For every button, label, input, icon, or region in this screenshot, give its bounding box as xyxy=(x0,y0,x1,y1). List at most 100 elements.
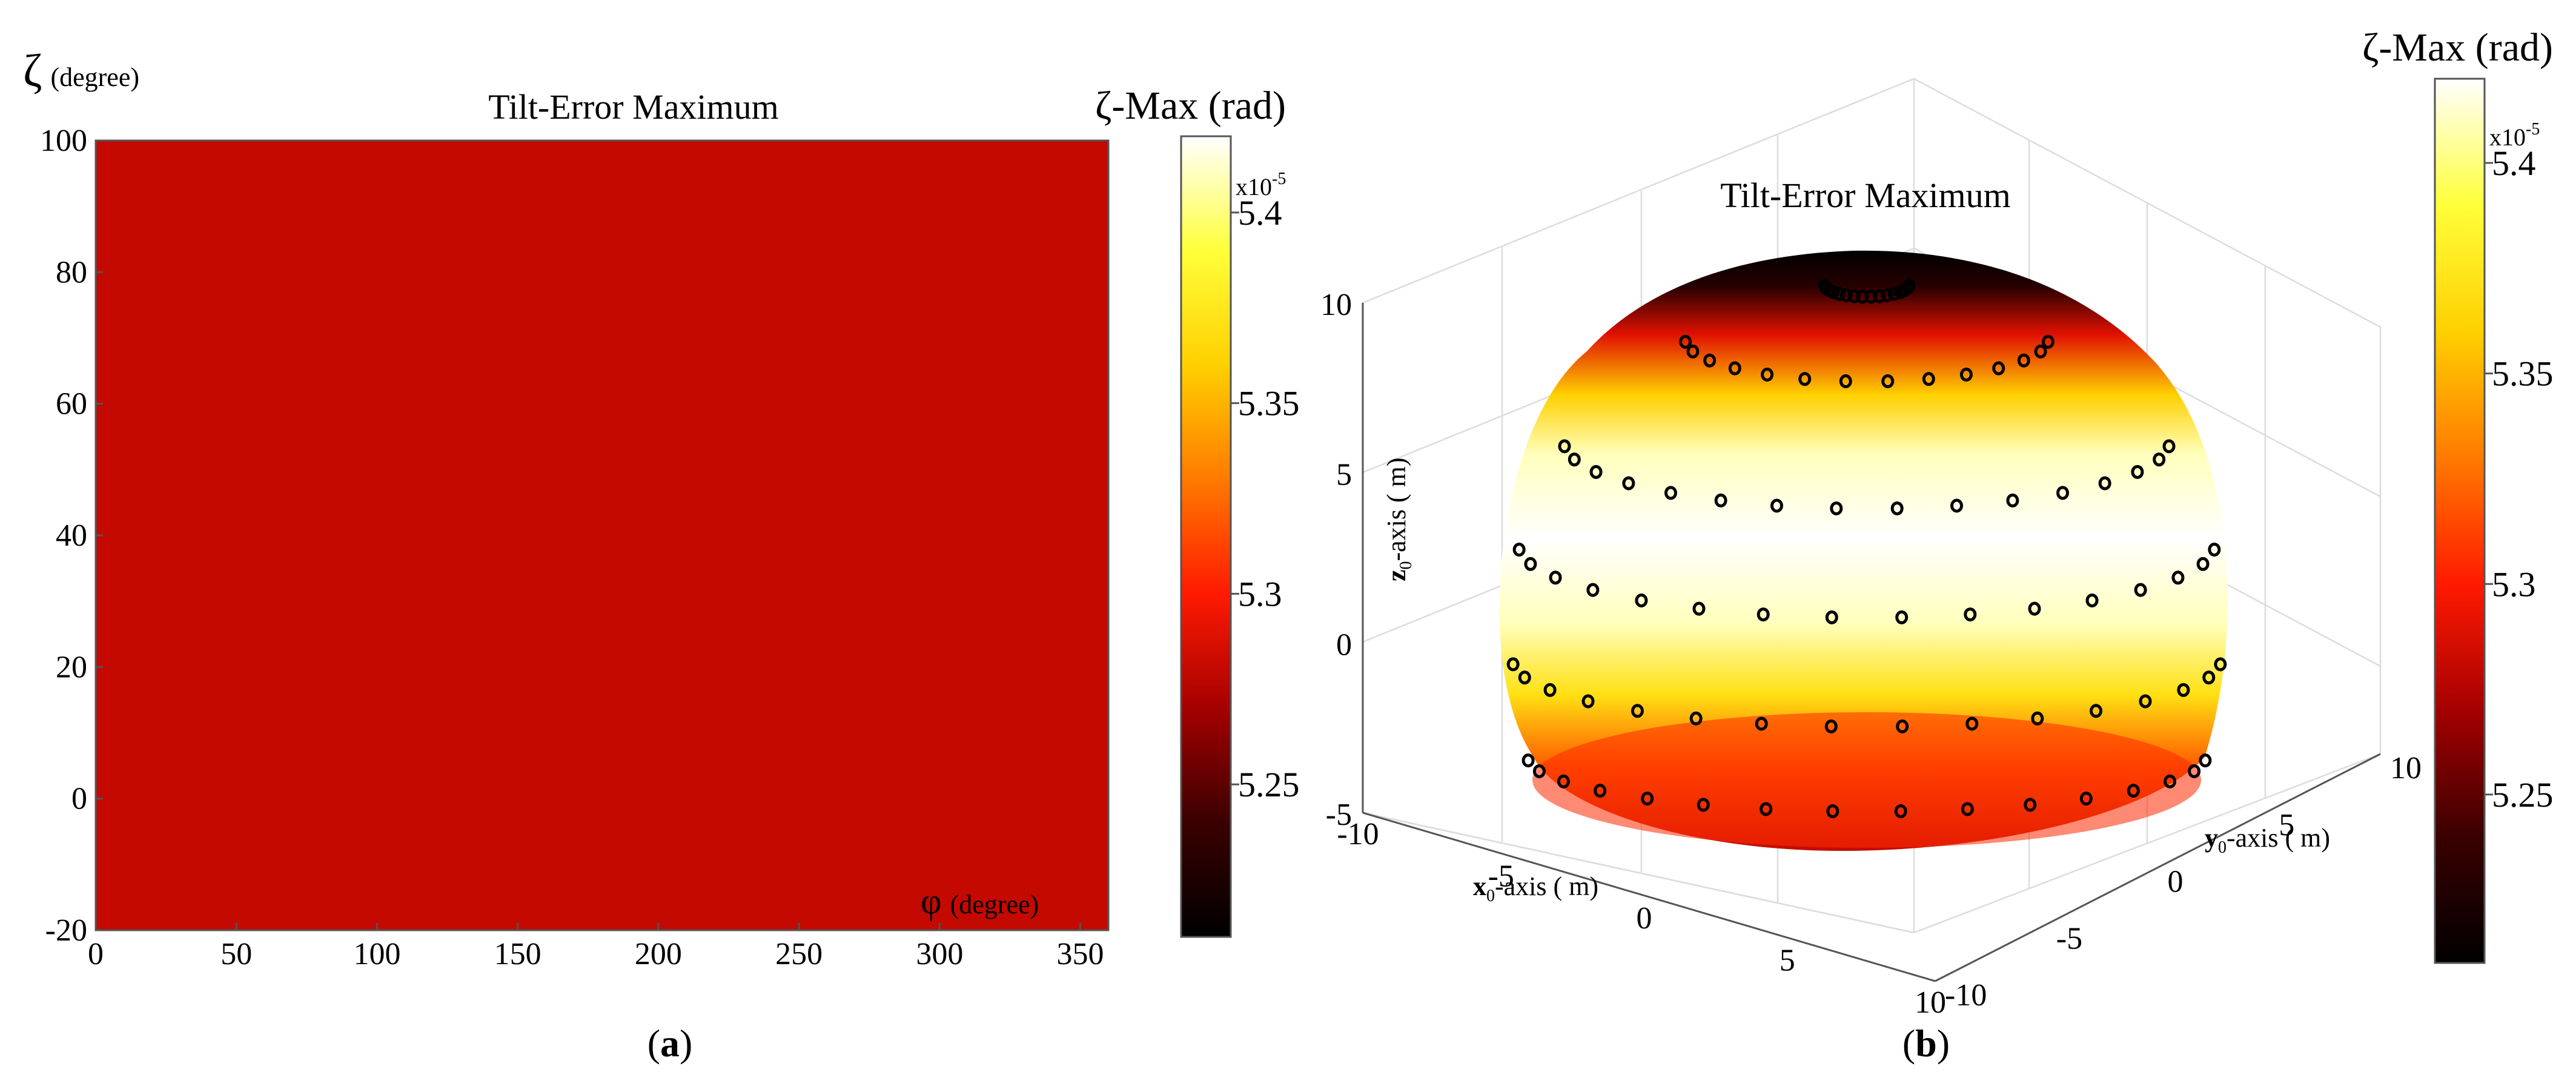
sample-point xyxy=(1964,607,1977,622)
y-tick-label-3d: 5 xyxy=(2279,808,2294,842)
sample-point xyxy=(2098,476,2111,491)
sample-point xyxy=(2131,465,2144,479)
sample-point xyxy=(1902,278,1916,293)
x-tick-label-3d: -10 xyxy=(1337,817,1379,851)
sample-points xyxy=(1506,278,2227,819)
sample-point xyxy=(1881,288,1894,303)
sample-point xyxy=(1512,543,1526,557)
sample-point xyxy=(1697,798,1710,812)
sample-point xyxy=(1664,486,1677,500)
colorbar-b-exponent: x10-5 xyxy=(2489,120,2540,151)
y-tick-label: 60 xyxy=(56,387,87,422)
sample-point xyxy=(1760,802,1773,816)
sample-point xyxy=(2177,683,2190,697)
colorbar-tick-label: 5.3 xyxy=(2492,564,2536,604)
x-tick-label: 100 xyxy=(353,937,400,971)
sample-point xyxy=(1890,501,1904,515)
y-tick-label: 20 xyxy=(56,650,87,684)
x-tick-label: 350 xyxy=(1057,937,1104,971)
x-axis-label-3d: x0-axis ( m) xyxy=(1473,871,1598,905)
sample-point xyxy=(2153,452,2166,467)
sample-point xyxy=(2196,557,2210,571)
z-tick-label: 10 xyxy=(1320,288,1352,322)
sample-point xyxy=(1506,657,1520,672)
sample-point xyxy=(1635,593,1648,607)
y-tick-label: 100 xyxy=(40,124,87,158)
y-tick-label: 40 xyxy=(56,518,87,553)
y-tick-label: 0 xyxy=(71,782,87,816)
sample-point xyxy=(1518,670,1531,685)
box-axes xyxy=(1362,303,2381,982)
y-tick-label-3d: -10 xyxy=(1945,978,1987,1013)
sample-point xyxy=(1922,372,1935,386)
y-axis-label-3d: y0-axis ( m) xyxy=(2205,823,2330,857)
sample-point xyxy=(2164,774,2177,789)
y-axis-label: ζ (degree) xyxy=(23,45,139,96)
sample-point xyxy=(1761,368,1774,382)
colorbar-a-label: ζ-Max (rad) xyxy=(1095,84,1286,128)
sample-point xyxy=(2214,657,2227,672)
colorbar-b xyxy=(2434,78,2486,964)
sample-point xyxy=(1798,372,1812,386)
x-tick-label: 50 xyxy=(220,937,252,971)
colorbar-b-label: ζ-Max (rad) xyxy=(2362,25,2553,70)
sample-point xyxy=(1689,711,1703,726)
panel-a-title: Tilt-Error Maximum xyxy=(488,87,779,127)
colorbar-a xyxy=(1180,135,1232,938)
sample-point xyxy=(2127,784,2140,798)
sample-point xyxy=(1558,439,1571,454)
x-tick-label-3d: 10 xyxy=(1915,985,1946,1020)
sample-point xyxy=(1770,498,1783,513)
x-tick-label: 300 xyxy=(916,937,963,971)
x-tick-label: 200 xyxy=(635,937,682,971)
sample-point xyxy=(1631,704,1644,718)
z-tick-label: 5 xyxy=(1336,458,1352,492)
sample-point xyxy=(2079,792,2093,806)
sample-point xyxy=(1992,361,2005,375)
sample-point xyxy=(1568,452,1581,467)
sample-point xyxy=(1757,607,1770,622)
sample-point xyxy=(1830,501,1843,515)
sample-point xyxy=(1833,286,1846,301)
colorbar-tick-label: 5.4 xyxy=(2492,144,2536,183)
y-tick-label-3d: 10 xyxy=(2390,751,2422,785)
sample-point xyxy=(2031,711,2044,726)
sample-point xyxy=(1881,374,1895,389)
colorbar-tick-label: 5.35 xyxy=(1238,384,1300,423)
sample-point xyxy=(2162,439,2176,454)
sample-point xyxy=(1557,774,1570,789)
sample-point xyxy=(1521,753,1535,768)
sample-point xyxy=(2188,764,2201,778)
sample-point xyxy=(1826,804,1839,819)
sample-point xyxy=(1950,498,1964,513)
y-tick-label-3d: 0 xyxy=(2168,865,2184,899)
sample-point xyxy=(1824,719,1838,733)
y-tick-label: -20 xyxy=(45,913,87,948)
sample-point xyxy=(1755,716,1768,731)
colorbar-tick-label: 5.3 xyxy=(1238,574,1282,613)
heatmap-surface xyxy=(96,141,1108,930)
sample-point xyxy=(1622,476,1635,491)
sample-point xyxy=(1692,601,1706,616)
z-tick-label: -5 xyxy=(1326,798,1352,832)
sample-point xyxy=(1532,764,1546,778)
sample-point xyxy=(1896,719,1909,733)
sample-point xyxy=(1549,570,1562,585)
sample-point xyxy=(1703,353,1717,368)
panel-a-caption: (a) xyxy=(647,1022,693,1065)
dome-surface xyxy=(1499,250,2228,851)
sample-point xyxy=(2171,570,2185,585)
sample-point xyxy=(1894,804,1907,819)
sample-point xyxy=(1887,286,1901,301)
sample-point xyxy=(2202,670,2216,685)
sample-point xyxy=(1961,802,1974,816)
colorbar-tick-label: 5.25 xyxy=(1238,765,1300,804)
sample-point xyxy=(2034,344,2047,359)
dome-base-shade xyxy=(1532,712,2201,848)
sample-point xyxy=(2139,694,2152,709)
sample-point xyxy=(1839,374,1852,389)
sample-point xyxy=(1543,683,1557,697)
x-tick-label: 250 xyxy=(775,937,823,971)
sample-point xyxy=(2024,798,2037,812)
colorbar-tick-label: 5.25 xyxy=(2492,775,2554,815)
